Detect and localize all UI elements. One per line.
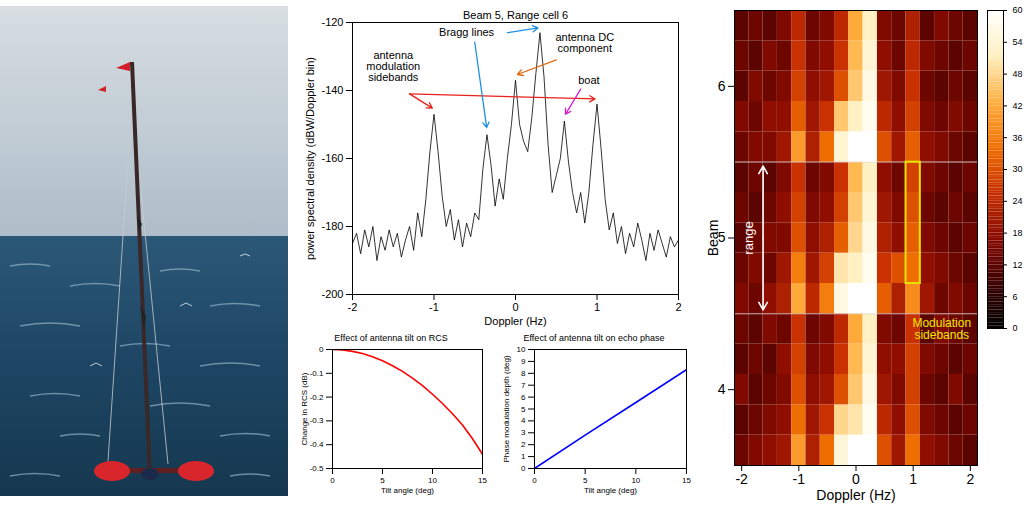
svg-text:Phase modulation depth (deg): Phase modulation depth (deg) bbox=[502, 355, 511, 463]
svg-text:-0.3: -0.3 bbox=[310, 416, 324, 425]
svg-text:Doppler (Hz): Doppler (Hz) bbox=[816, 487, 895, 503]
svg-text:8: 8 bbox=[521, 369, 526, 378]
svg-text:Modulationsidebands: Modulationsidebands bbox=[912, 316, 971, 342]
svg-text:2: 2 bbox=[675, 301, 681, 313]
svg-text:15: 15 bbox=[682, 476, 691, 485]
svg-text:9: 9 bbox=[521, 357, 526, 366]
svg-text:-160: -160 bbox=[321, 152, 343, 164]
svg-text:5: 5 bbox=[583, 476, 588, 485]
svg-text:antenna DCcomponent: antenna DCcomponent bbox=[555, 31, 614, 54]
svg-text:-0.2: -0.2 bbox=[310, 393, 324, 402]
svg-text:Bragg lines: Bragg lines bbox=[439, 26, 495, 38]
svg-text:0: 0 bbox=[319, 345, 324, 354]
svg-text:1: 1 bbox=[909, 471, 917, 487]
svg-text:1: 1 bbox=[594, 301, 600, 313]
svg-text:6: 6 bbox=[718, 78, 726, 94]
svg-text:24: 24 bbox=[1013, 196, 1023, 206]
svg-text:0: 0 bbox=[532, 476, 537, 485]
svg-text:3: 3 bbox=[521, 428, 526, 437]
svg-text:power spectral density (dBW/Do: power spectral density (dBW/Doppler bin) bbox=[304, 57, 316, 260]
svg-text:-1: -1 bbox=[793, 471, 806, 487]
svg-text:5: 5 bbox=[521, 405, 526, 414]
svg-text:6: 6 bbox=[521, 393, 526, 402]
svg-text:5: 5 bbox=[380, 476, 385, 485]
svg-text:-0.5: -0.5 bbox=[310, 464, 324, 473]
svg-text:5: 5 bbox=[717, 229, 726, 246]
svg-text:range: range bbox=[741, 221, 756, 254]
svg-text:4: 4 bbox=[521, 416, 526, 425]
svg-text:-120: -120 bbox=[321, 16, 343, 28]
svg-text:10: 10 bbox=[517, 345, 526, 354]
svg-text:-2: -2 bbox=[735, 471, 748, 487]
svg-text:1: 1 bbox=[521, 452, 526, 461]
svg-text:60: 60 bbox=[1013, 5, 1023, 15]
svg-text:Beam 5, Range cell 6: Beam 5, Range cell 6 bbox=[463, 9, 568, 21]
svg-text:antennamodulationsidebands: antennamodulationsidebands bbox=[366, 49, 420, 83]
html-text:Effect of antenna tilt on echo: Effect of antenna tilt on echo phase bbox=[523, 333, 665, 343]
svg-text:0: 0 bbox=[330, 476, 335, 485]
svg-text:42: 42 bbox=[1013, 101, 1023, 111]
svg-text:6: 6 bbox=[1013, 292, 1018, 302]
svg-text:Tilt angle (deg): Tilt angle (deg) bbox=[381, 486, 434, 495]
svg-text:Doppler (Hz): Doppler (Hz) bbox=[484, 315, 546, 327]
svg-text:-2: -2 bbox=[348, 301, 358, 313]
svg-text:0: 0 bbox=[1013, 323, 1018, 333]
svg-text:0: 0 bbox=[521, 464, 526, 473]
svg-text:7: 7 bbox=[521, 381, 526, 390]
svg-text:-180: -180 bbox=[321, 220, 343, 232]
svg-text:-0.1: -0.1 bbox=[310, 369, 324, 378]
svg-text:2: 2 bbox=[521, 440, 526, 449]
svg-text:Change in RCS (dB): Change in RCS (dB) bbox=[300, 372, 309, 445]
svg-text:-200: -200 bbox=[321, 288, 343, 300]
svg-text:36: 36 bbox=[1013, 133, 1023, 143]
svg-text:15: 15 bbox=[478, 476, 487, 485]
svg-text:2: 2 bbox=[966, 471, 974, 487]
svg-text:Beam: Beam bbox=[705, 220, 721, 257]
svg-text:-1: -1 bbox=[429, 301, 439, 313]
svg-text:12: 12 bbox=[1013, 260, 1023, 270]
svg-text:10: 10 bbox=[631, 476, 640, 485]
html-text:Effect of antenna tilt on RCS: Effect of antenna tilt on RCS bbox=[334, 333, 448, 343]
svg-text:10: 10 bbox=[428, 476, 437, 485]
svg-text:boat: boat bbox=[578, 74, 599, 86]
svg-text:54: 54 bbox=[1013, 37, 1023, 47]
svg-text:0: 0 bbox=[512, 301, 518, 313]
svg-text:18: 18 bbox=[1013, 228, 1023, 238]
svg-text:4: 4 bbox=[718, 381, 726, 397]
svg-text:0: 0 bbox=[852, 471, 860, 487]
svg-text:48: 48 bbox=[1013, 69, 1023, 79]
svg-text:-0.4: -0.4 bbox=[310, 440, 324, 449]
svg-text:Tilt angle (deg): Tilt angle (deg) bbox=[584, 486, 637, 495]
svg-text:-140: -140 bbox=[321, 84, 343, 96]
svg-text:30: 30 bbox=[1013, 164, 1023, 174]
